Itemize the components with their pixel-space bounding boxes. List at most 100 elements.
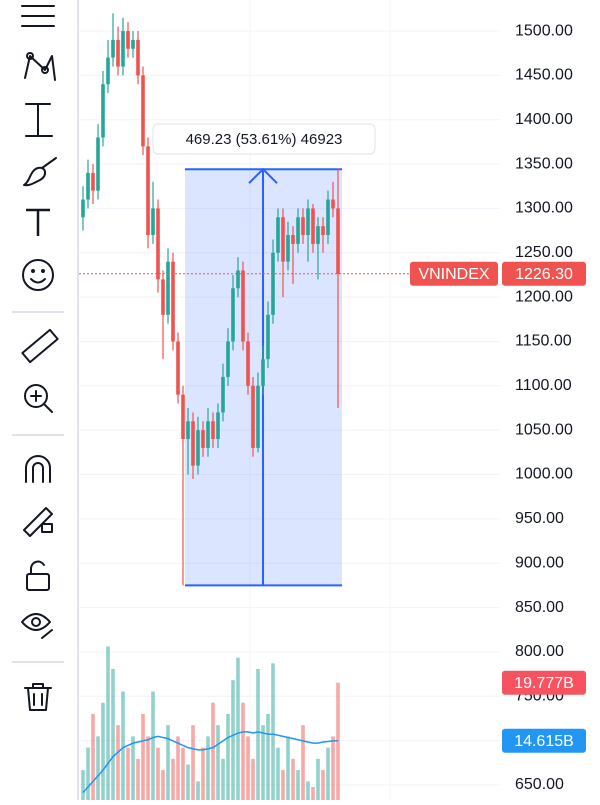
ruler-tool[interactable] bbox=[21, 328, 59, 364]
candle-body bbox=[86, 172, 90, 200]
candle-body bbox=[101, 84, 105, 138]
candle-body bbox=[306, 208, 310, 236]
volume-bar bbox=[226, 713, 230, 800]
emoji-tool[interactable] bbox=[22, 259, 54, 291]
y-tick-label: 1300.00 bbox=[515, 200, 573, 217]
volume-bar bbox=[291, 758, 295, 800]
volume-bar bbox=[231, 680, 235, 800]
volume-bar bbox=[146, 736, 150, 800]
measure-arrowhead bbox=[248, 167, 278, 184]
candle-body bbox=[241, 270, 245, 342]
volume-bar bbox=[286, 736, 290, 800]
measure-label: 469.23 (53.61%) 46923 bbox=[186, 131, 343, 148]
volume-bar bbox=[316, 758, 320, 800]
y-tick-label: 1100.00 bbox=[515, 377, 572, 394]
y-tick-label: 1050.00 bbox=[515, 421, 573, 438]
candle-body bbox=[161, 279, 165, 315]
candle-body bbox=[286, 235, 290, 262]
y-tick-label: 1200.00 bbox=[515, 288, 573, 305]
candle-body bbox=[196, 430, 200, 466]
candle-body bbox=[211, 421, 215, 440]
volume-bar bbox=[81, 770, 85, 800]
volume-bar bbox=[151, 691, 155, 800]
text-tool[interactable] bbox=[26, 208, 50, 236]
candle-body bbox=[296, 217, 300, 244]
candle-body bbox=[206, 421, 210, 448]
candle-body bbox=[136, 39, 140, 76]
candle-body bbox=[156, 208, 160, 280]
candle-body bbox=[106, 57, 110, 85]
y-tick-label: 900.00 bbox=[515, 554, 564, 571]
y-tick-label: 950.00 bbox=[515, 510, 564, 527]
candle-body bbox=[181, 394, 185, 440]
volume-bar bbox=[221, 758, 225, 800]
candle-body bbox=[216, 412, 220, 440]
visibility-tool[interactable] bbox=[21, 613, 53, 639]
y-tick-label: 800.00 bbox=[515, 643, 564, 660]
volume-tag-label: 19.777B bbox=[514, 675, 574, 692]
candle-body bbox=[256, 385, 260, 448]
candle-body bbox=[91, 172, 95, 191]
volume-bar bbox=[206, 736, 210, 800]
volume-bar bbox=[321, 770, 325, 800]
candle-body bbox=[151, 208, 155, 236]
candle-body bbox=[231, 288, 235, 342]
pattern-tool[interactable] bbox=[24, 52, 56, 81]
candle-body bbox=[166, 261, 170, 315]
lines-tool[interactable] bbox=[21, 5, 55, 27]
volume-bar bbox=[326, 747, 330, 800]
volume-bar bbox=[111, 668, 115, 800]
volume-bar bbox=[201, 747, 205, 800]
candle-body bbox=[226, 341, 230, 377]
volume-bar bbox=[116, 725, 120, 800]
candle-body bbox=[251, 385, 255, 448]
candle-body bbox=[116, 39, 120, 67]
y-tick-label: 1150.00 bbox=[515, 333, 572, 350]
y-tick-label: 1000.00 bbox=[515, 466, 573, 483]
lock-tool[interactable] bbox=[26, 560, 50, 591]
volume-bar bbox=[276, 747, 280, 800]
volume-bar bbox=[161, 770, 165, 800]
price-tag bbox=[502, 261, 586, 286]
volume-bar bbox=[311, 786, 315, 800]
lock-drawing-tool[interactable] bbox=[23, 507, 53, 537]
volume-bar bbox=[241, 702, 245, 800]
candle-body bbox=[186, 421, 190, 440]
delete-tool[interactable] bbox=[24, 683, 52, 711]
volume-bar bbox=[91, 713, 95, 800]
volume-bar bbox=[236, 657, 240, 800]
candle-body bbox=[271, 252, 275, 315]
symbol-label: VNINDEX bbox=[418, 266, 489, 283]
candle-body bbox=[131, 39, 135, 49]
candle-body bbox=[221, 376, 225, 413]
candle-body bbox=[276, 217, 280, 253]
zoom-tool[interactable] bbox=[24, 384, 53, 413]
candle-body bbox=[121, 31, 125, 67]
toolbar bbox=[0, 0, 79, 800]
volume-bar bbox=[101, 702, 105, 800]
measure-tool[interactable] bbox=[25, 103, 53, 137]
candle-body bbox=[201, 430, 205, 448]
volume-bar bbox=[301, 725, 305, 800]
candle-body bbox=[246, 341, 250, 386]
magnet-tool[interactable] bbox=[25, 455, 51, 483]
symbol-tag bbox=[410, 261, 498, 286]
volume-bar bbox=[191, 725, 195, 800]
candle-body bbox=[111, 39, 115, 58]
volume-bar bbox=[186, 764, 190, 800]
volume-bar bbox=[256, 668, 260, 800]
candle-body bbox=[261, 359, 265, 386]
candle-body bbox=[266, 314, 270, 360]
candle-body bbox=[331, 199, 335, 209]
volume-bar bbox=[246, 736, 250, 800]
candle-body bbox=[96, 137, 100, 191]
y-tick-label: 1250.00 bbox=[515, 244, 573, 261]
candle-body bbox=[316, 226, 320, 244]
volume-bar bbox=[136, 758, 140, 800]
y-tick-label: 850.00 bbox=[515, 599, 564, 616]
y-tick-label: 1450.00 bbox=[515, 67, 573, 84]
volume-bar bbox=[156, 747, 160, 800]
brush-tool[interactable] bbox=[23, 157, 57, 187]
plot bbox=[79, 13, 410, 800]
